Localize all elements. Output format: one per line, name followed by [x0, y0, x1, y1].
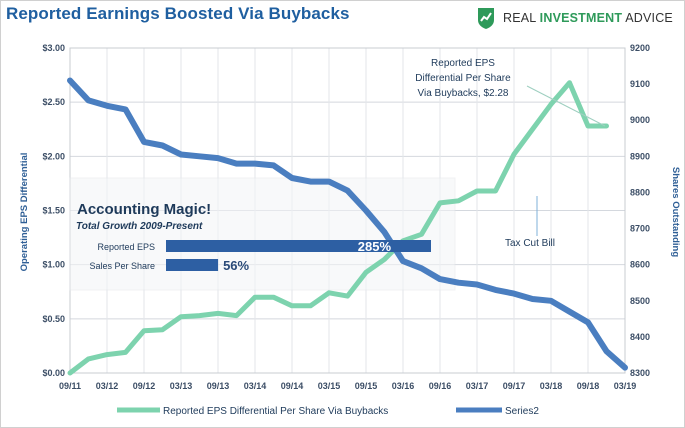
brand-logo: REAL INVESTMENT ADVICE	[476, 6, 673, 30]
left-axis: $0.00 $0.50 $1.00 $1.50 $2.00 $2.50 $3.00	[42, 43, 65, 378]
annotation-eps: Reported EPS Differential Per Share Via …	[415, 58, 606, 127]
annotation-tax-cut-label: Tax Cut Bill	[505, 238, 555, 249]
annotation-eps-line-3: Via Buybacks, $2.28	[418, 88, 509, 99]
right-tick-label: 9100	[630, 79, 650, 89]
x-tick-label: 03/12	[96, 381, 119, 391]
x-tick-label: 03/17	[466, 381, 489, 391]
series-shares-line	[67, 77, 628, 371]
x-tick-label: 09/12	[133, 381, 156, 391]
x-tick-label: 09/16	[429, 381, 452, 391]
inset-bar-value: 56%	[223, 258, 249, 273]
annotation-eps-pointer	[526, 85, 606, 127]
right-tick-label: 8700	[630, 224, 650, 234]
series-eps-line	[67, 80, 609, 376]
left-axis-label: Operating EPS Differential	[19, 153, 30, 272]
inset-bar	[166, 240, 431, 252]
x-tick-label: 03/14	[244, 381, 267, 391]
x-tick-label: 03/13	[170, 381, 193, 391]
right-tick-label: 8300	[630, 368, 650, 378]
inset-bar-label: Sales Per Share	[89, 261, 155, 271]
right-tick-label: 8900	[630, 151, 650, 161]
inset-bars: Reported EPS 285% Sales Per Share 56%	[89, 239, 431, 273]
right-axis-label: Shares Outstanding	[670, 167, 681, 257]
series-layer	[67, 77, 628, 376]
inset-title: Accounting Magic!	[77, 201, 211, 218]
x-tick-label: 09/15	[355, 381, 378, 391]
right-tick-label: 8600	[630, 260, 650, 270]
x-tick-label: 09/17	[503, 381, 526, 391]
annotation-eps-line-2: Differential Per Share	[415, 73, 511, 84]
legend-item-eps: Reported EPS Differential Per Share Via …	[163, 406, 388, 417]
left-tick-label: $0.50	[42, 314, 65, 324]
right-tick-label: 8400	[630, 332, 650, 342]
x-tick-label: 03/15	[318, 381, 341, 391]
left-tick-label: $2.00	[42, 151, 65, 161]
right-tick-label: 8800	[630, 187, 650, 197]
annotation-tax-cut: Tax Cut Bill	[505, 196, 555, 249]
right-axis: 8300 8400 8500 8600 8700 8800 8900 9000 9100 9200	[630, 43, 650, 378]
legend: Reported EPS Differential Per Share Via …	[117, 406, 539, 417]
inset-bar	[166, 259, 219, 271]
brand-name: REAL INVESTMENT ADVICE	[503, 11, 673, 25]
left-tick-label: $2.50	[42, 97, 65, 107]
x-tick-label: 03/19	[614, 381, 637, 391]
x-tick-label: 03/16	[392, 381, 415, 391]
right-tick-label: 9000	[630, 115, 650, 125]
accounting-magic-panel	[69, 177, 456, 291]
left-tick-label: $0.00	[42, 368, 65, 378]
left-tick-label: $1.00	[42, 260, 65, 270]
legend-item-series2: Series2	[505, 406, 539, 417]
x-tick-label: 09/18	[577, 381, 600, 391]
x-tick-label: 09/14	[281, 381, 304, 391]
chart-title: Reported Earnings Boosted Via Buybacks	[6, 4, 350, 23]
annotation-eps-line-1: Reported EPS	[431, 58, 495, 69]
inset-bar-value: 285%	[358, 239, 392, 254]
inset: Accounting Magic! Total Growth 2009-Pres…	[76, 201, 431, 273]
x-tick-label: 03/18	[540, 381, 563, 391]
chart-shield-icon	[478, 8, 494, 29]
inset-bar-label: Reported EPS	[97, 242, 155, 252]
right-tick-label: 8500	[630, 296, 650, 306]
inset-subtitle: Total Growth 2009-Present	[76, 221, 203, 232]
right-tick-label: 9200	[630, 43, 650, 53]
left-tick-label: $3.00	[42, 43, 65, 53]
x-axis: 09/11 03/12 09/12 03/13 09/13 03/14 09/14 03/15…	[59, 381, 636, 391]
x-tick-label: 09/13	[207, 381, 230, 391]
left-tick-label: $1.50	[42, 206, 65, 216]
x-tick-label: 09/11	[59, 381, 81, 391]
